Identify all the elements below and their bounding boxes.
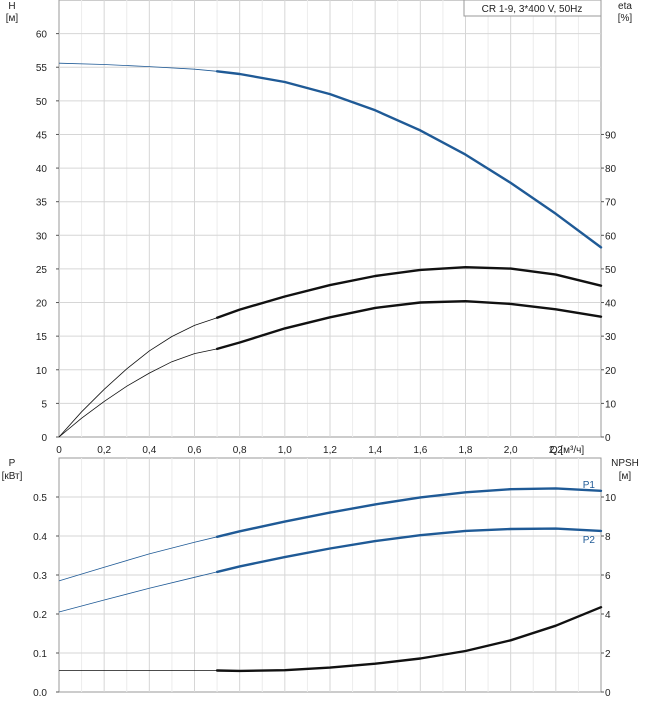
- x-tick-label: 2,2: [549, 445, 563, 456]
- y-right-tick-label: 10: [605, 493, 617, 504]
- y-left-axis-unit: [м]: [6, 13, 19, 24]
- x-tick-label: 2,0: [504, 445, 518, 456]
- y-right-tick-label: 40: [605, 299, 617, 310]
- y-right-tick-label: 80: [605, 164, 617, 175]
- y-right-tick-label: 30: [605, 332, 617, 343]
- y-left-axis-title: H: [8, 1, 15, 12]
- y-right-axis-title: NPSH: [611, 458, 639, 469]
- y-right-tick-label: 10: [605, 399, 617, 410]
- y-left-tick-label: 0: [41, 433, 47, 444]
- x-tick-label: 1,8: [459, 445, 473, 456]
- y-left-axis-unit: [кВт]: [2, 471, 23, 482]
- y-right-tick-label: 2: [605, 649, 611, 660]
- y-right-tick-label: 50: [605, 265, 617, 276]
- x-axis-title: Q [м³/ч]: [550, 445, 585, 456]
- y-right-axis-unit: [%]: [618, 13, 633, 24]
- series-h-extension: [58, 62, 218, 72]
- series-label-p2: P2: [583, 535, 596, 546]
- chart-title: CR 1-9, 3*400 V, 50Hz: [482, 4, 583, 15]
- y-right-tick-label: 6: [605, 571, 611, 582]
- y-left-tick-label: 60: [36, 30, 48, 41]
- y-left-tick-label: 5: [41, 399, 47, 410]
- y-right-tick-label: 0: [605, 433, 611, 444]
- y-left-tick-label: 20: [36, 299, 48, 310]
- x-tick-label: 1,6: [413, 445, 427, 456]
- title-box: [463, 0, 602, 17]
- x-tick-label: 0: [56, 445, 62, 456]
- y-right-tick-label: 60: [605, 231, 617, 242]
- x-tick-label: 1,2: [323, 445, 337, 456]
- x-tick-label: 1,4: [368, 445, 382, 456]
- y-left-tick-label: 15: [36, 332, 48, 343]
- series-label-p1: P1: [583, 480, 596, 491]
- x-tick-label: 0,8: [233, 445, 247, 456]
- y-left-tick-label: 55: [36, 63, 48, 74]
- y-left-tick-label: 0.3: [33, 571, 47, 582]
- y-left-tick-label: 0.1: [33, 649, 47, 660]
- series-eta-lower-extension: [58, 348, 218, 438]
- y-right-tick-label: 70: [605, 198, 617, 209]
- x-tick-label: 0,2: [97, 445, 111, 456]
- y-left-tick-label: 25: [36, 265, 48, 276]
- y-left-axis-title: P: [9, 458, 16, 469]
- y-left-tick-label: 40: [36, 164, 48, 175]
- y-left-tick-label: 0.4: [33, 532, 47, 543]
- series-eta-upper-line: [215, 266, 603, 319]
- y-right-tick-label: 4: [605, 610, 611, 621]
- y-right-tick-label: 20: [605, 366, 617, 377]
- series-p2-extension: [58, 571, 218, 613]
- series-p1-line: [215, 487, 603, 538]
- y-right-axis-title: eta: [618, 1, 632, 12]
- x-tick-label: 0,4: [142, 445, 156, 456]
- x-tick-label: 1,0: [278, 445, 292, 456]
- y-right-axis-unit: [м]: [619, 471, 632, 482]
- series-eta-lower-line: [215, 300, 603, 351]
- y-left-tick-label: 35: [36, 198, 48, 209]
- y-right-tick-label: 90: [605, 130, 617, 141]
- y-right-tick-label: 0: [605, 688, 611, 699]
- series-eta-upper-extension: [58, 317, 218, 438]
- series-p2-line: [215, 527, 603, 574]
- y-right-tick-label: 8: [605, 532, 611, 543]
- y-left-tick-label: 30: [36, 231, 48, 242]
- y-left-tick-label: 0.2: [33, 610, 47, 621]
- y-left-tick-label: 50: [36, 97, 48, 108]
- series-npsh-line: [215, 606, 603, 673]
- series-h-line: [215, 70, 603, 249]
- y-left-tick-label: 0.5: [33, 493, 47, 504]
- y-left-tick-label: 45: [36, 130, 48, 141]
- y-left-tick-label: 0.0: [33, 688, 47, 699]
- y-left-tick-label: 10: [36, 366, 48, 377]
- series-p1-extension: [58, 536, 218, 582]
- x-tick-label: 0,6: [188, 445, 202, 456]
